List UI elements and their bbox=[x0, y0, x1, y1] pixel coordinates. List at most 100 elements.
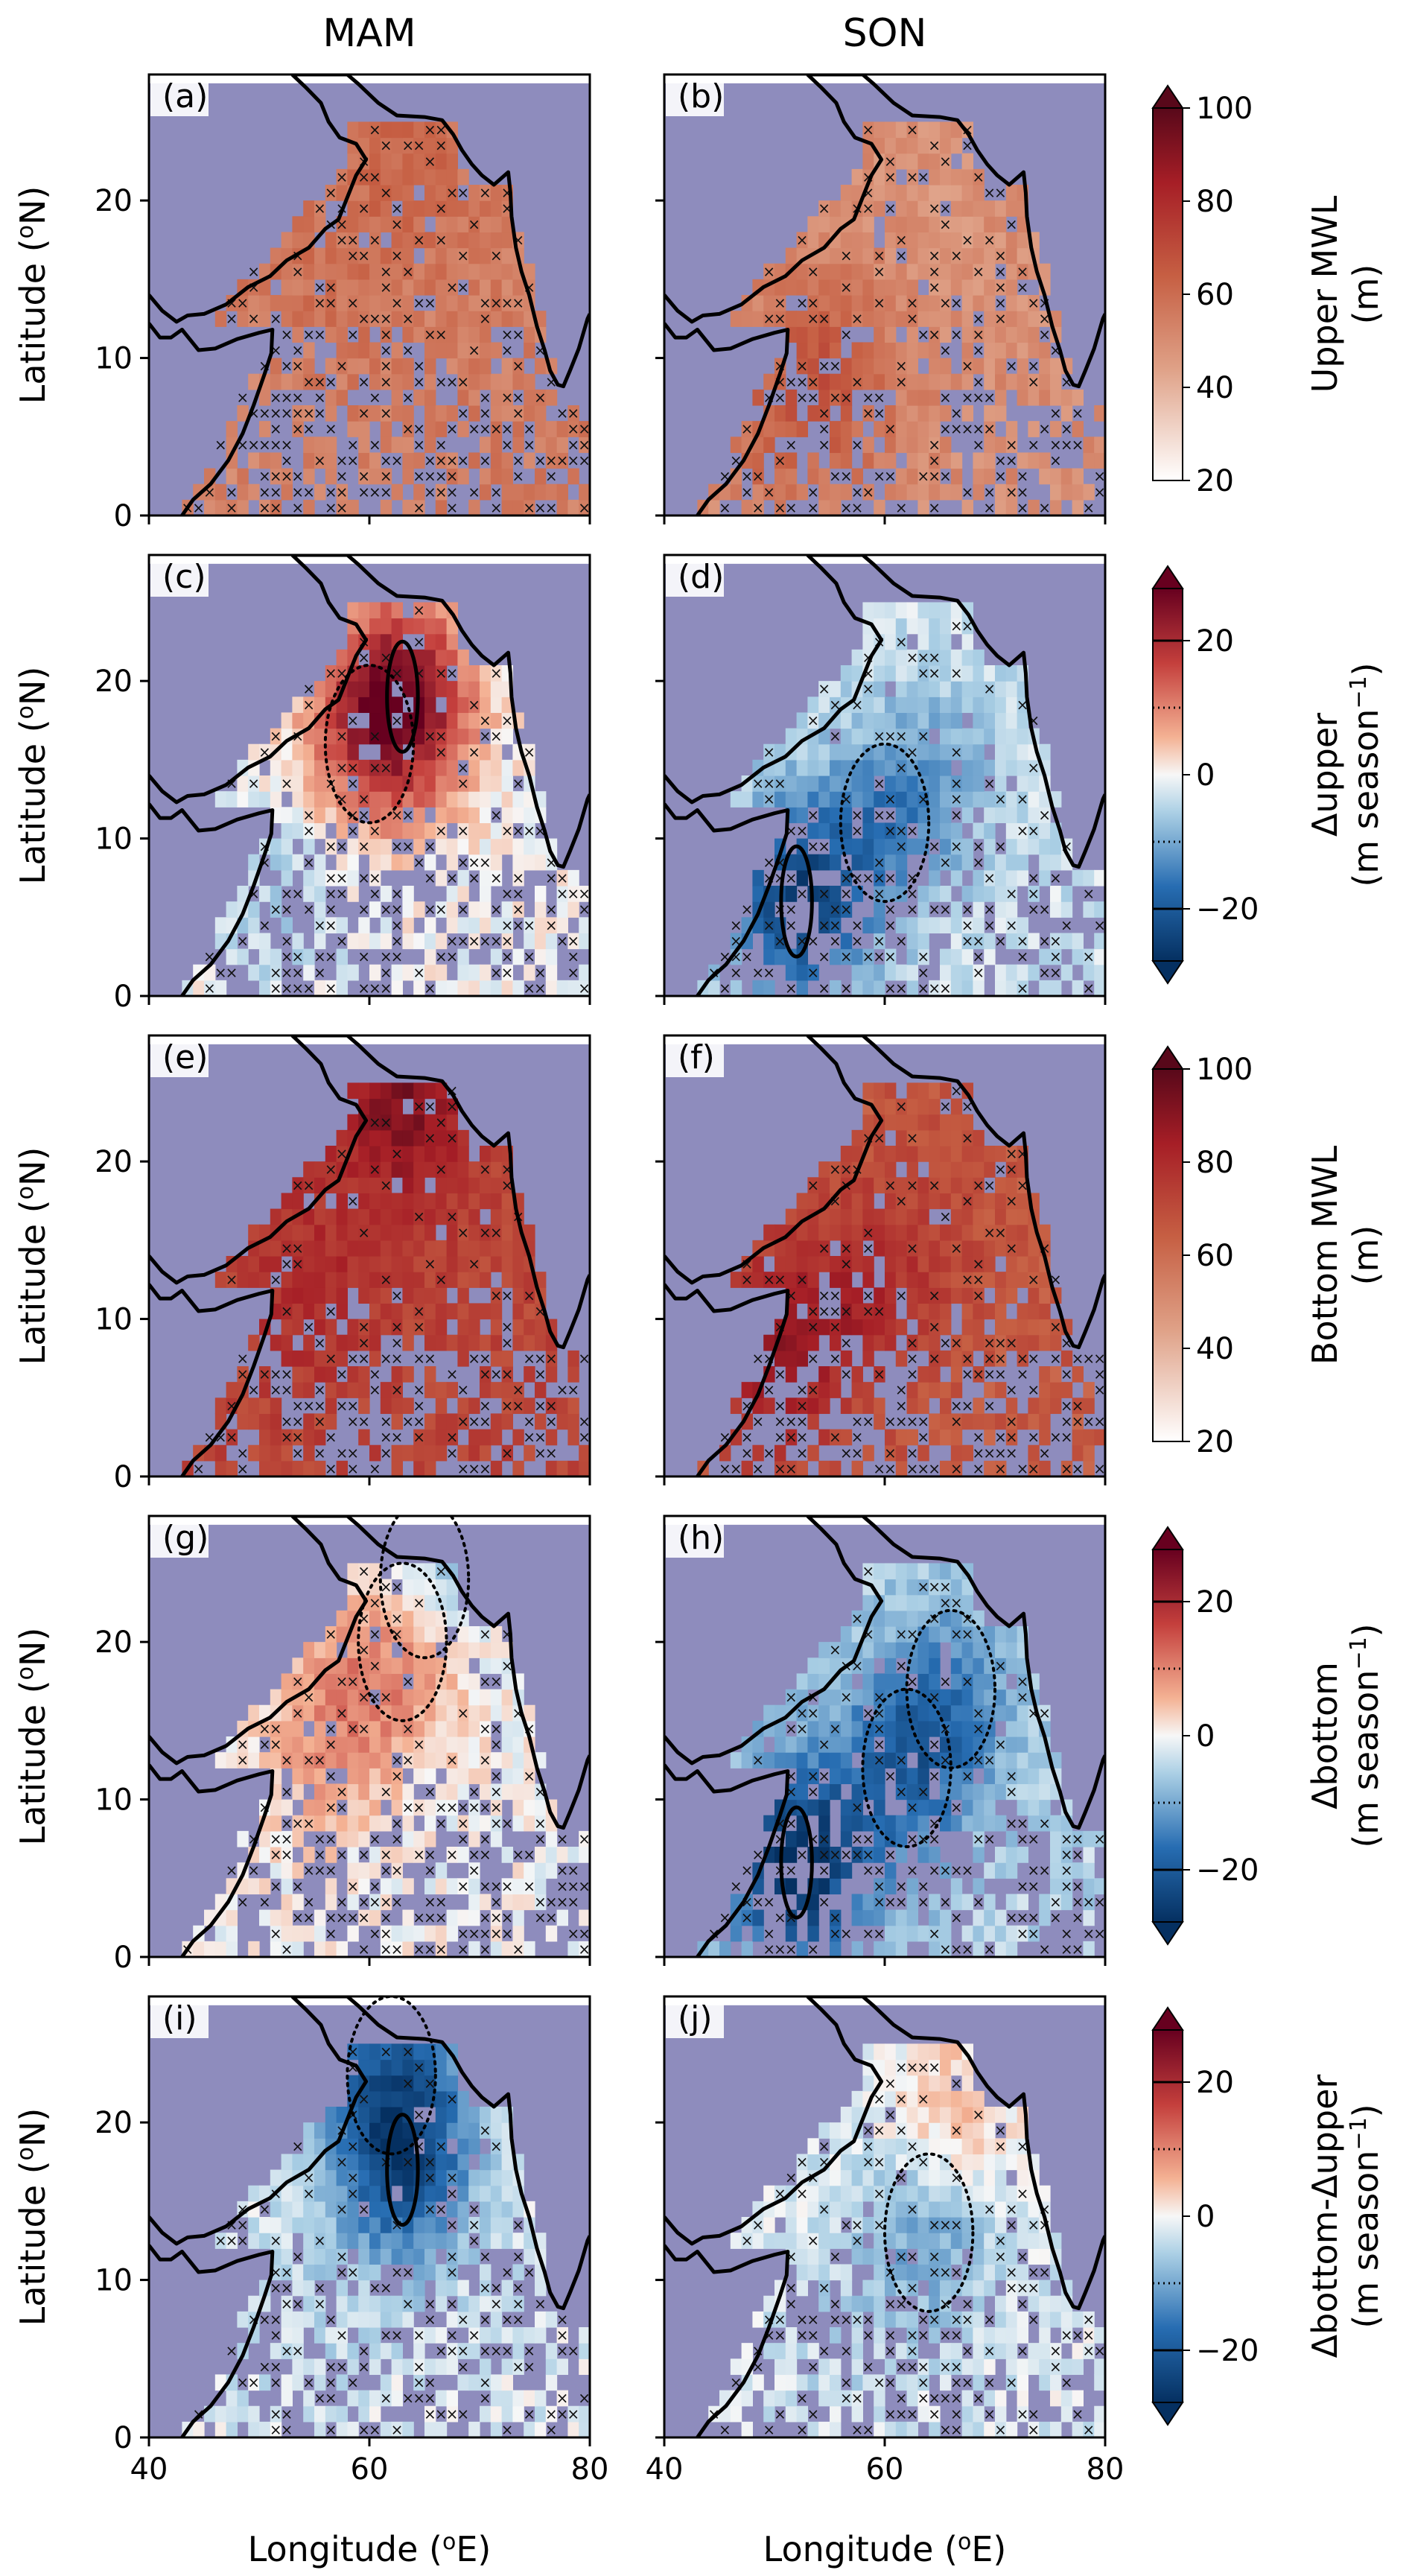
stipple-mark: × bbox=[346, 436, 359, 454]
data-cell bbox=[292, 405, 304, 422]
data-cell bbox=[895, 838, 908, 855]
data-cell bbox=[1083, 437, 1095, 454]
stipple-mark: × bbox=[236, 388, 249, 406]
data-cell bbox=[369, 247, 381, 264]
data-cell bbox=[545, 1847, 558, 1863]
data-cell bbox=[391, 405, 403, 422]
data-cell bbox=[402, 499, 414, 515]
stipple-mark: × bbox=[1060, 1365, 1073, 1383]
data-cell bbox=[270, 1208, 282, 1225]
data-cell bbox=[830, 1720, 842, 1737]
data-cell bbox=[413, 1563, 425, 1580]
data-cell bbox=[906, 342, 918, 359]
data-cell bbox=[885, 1161, 897, 1178]
stipple-mark: × bbox=[818, 1862, 830, 1879]
data-cell bbox=[1060, 1847, 1073, 1863]
stipple-mark: × bbox=[1017, 498, 1029, 516]
data-cell bbox=[862, 712, 874, 729]
data-cell bbox=[1005, 1925, 1018, 1942]
data-cell bbox=[818, 1177, 830, 1194]
stipple-mark: × bbox=[203, 979, 216, 997]
stipple-mark: × bbox=[314, 405, 326, 422]
data-cell bbox=[446, 1878, 458, 1895]
stipple-mark: × bbox=[325, 1625, 337, 1643]
data-cell bbox=[973, 869, 985, 886]
data-cell bbox=[435, 1319, 448, 1336]
data-cell bbox=[435, 200, 448, 217]
stipple-mark: × bbox=[391, 1333, 404, 1351]
data-cell bbox=[369, 1240, 381, 1257]
data-cell bbox=[336, 168, 348, 185]
data-cell bbox=[270, 1941, 282, 1957]
data-cell bbox=[885, 185, 897, 201]
data-cell bbox=[961, 326, 973, 343]
data-cell bbox=[380, 1657, 392, 1675]
data-cell bbox=[402, 1736, 414, 1753]
data-cell bbox=[830, 1783, 842, 1801]
data-cell bbox=[1028, 1460, 1040, 1476]
data-cell bbox=[940, 295, 952, 311]
stipple-mark: × bbox=[424, 901, 436, 919]
data-cell bbox=[281, 295, 293, 311]
stipple-mark: × bbox=[1093, 483, 1106, 501]
data-cell bbox=[446, 1673, 458, 1690]
panel-label-bg bbox=[150, 76, 209, 116]
data-cell bbox=[248, 1878, 260, 1895]
stipple-mark: × bbox=[567, 420, 579, 438]
data-cell bbox=[380, 791, 392, 808]
stipple-mark: × bbox=[457, 1814, 469, 1832]
data-cell bbox=[402, 1366, 414, 1383]
data-cell bbox=[874, 838, 885, 855]
data-cell bbox=[840, 1287, 853, 1304]
stipple-mark: × bbox=[369, 388, 381, 406]
data-cell bbox=[358, 421, 370, 437]
data-cell bbox=[961, 791, 973, 808]
data-cell bbox=[446, 980, 458, 996]
data-cell bbox=[314, 1256, 326, 1272]
data-cell bbox=[248, 1256, 260, 1272]
data-cell bbox=[940, 137, 952, 154]
stipple-mark: × bbox=[369, 1893, 381, 1911]
stipple-mark: × bbox=[336, 932, 349, 950]
data-cell bbox=[402, 232, 414, 249]
data-cell bbox=[524, 342, 535, 359]
data-cell bbox=[874, 886, 885, 902]
data-cell bbox=[314, 1941, 326, 1957]
data-cell bbox=[380, 358, 392, 375]
data-cell bbox=[468, 1752, 480, 1768]
data-cell bbox=[818, 373, 830, 390]
data-cell bbox=[369, 1673, 381, 1690]
data-cell bbox=[796, 232, 808, 249]
contour-line bbox=[323, 664, 416, 825]
stipple-mark: × bbox=[818, 916, 830, 934]
stipple-mark: × bbox=[369, 885, 381, 903]
stipple-mark: × bbox=[479, 1719, 492, 1737]
stipple-mark: × bbox=[818, 1736, 830, 1754]
data-cell bbox=[895, 602, 908, 619]
data-cell bbox=[435, 633, 448, 650]
data-cell bbox=[840, 389, 853, 406]
data-cell bbox=[929, 1272, 941, 1288]
stipple-mark: × bbox=[490, 247, 503, 264]
data-cell bbox=[1005, 1256, 1018, 1272]
data-cell bbox=[961, 1256, 973, 1272]
data-cell bbox=[435, 1878, 448, 1895]
data-cell bbox=[248, 295, 260, 311]
stipple-mark: × bbox=[413, 1846, 425, 1864]
data-cell bbox=[785, 421, 798, 437]
data-cell bbox=[995, 1815, 1007, 1832]
data-cell bbox=[984, 712, 996, 729]
data-cell bbox=[480, 1366, 492, 1383]
data-cell bbox=[807, 1224, 819, 1241]
data-cell bbox=[940, 405, 952, 422]
data-cell bbox=[1028, 1272, 1040, 1288]
data-cell bbox=[424, 121, 436, 139]
stipple-mark: × bbox=[424, 1349, 436, 1367]
stipple-mark: × bbox=[906, 743, 919, 761]
data-cell bbox=[1028, 1925, 1040, 1942]
data-cell bbox=[752, 775, 764, 792]
stipple-mark: × bbox=[807, 1318, 819, 1336]
data-cell bbox=[490, 200, 503, 217]
data-cell bbox=[259, 980, 271, 996]
data-cell bbox=[906, 326, 918, 343]
